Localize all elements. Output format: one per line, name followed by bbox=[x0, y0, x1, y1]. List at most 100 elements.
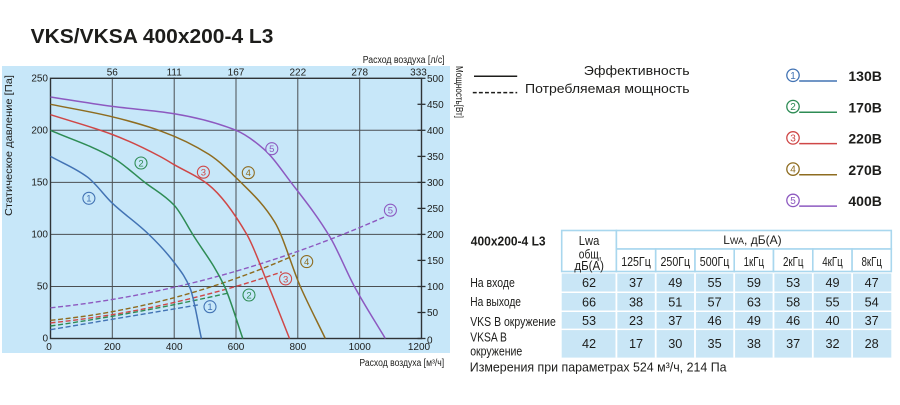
svg-text:38: 38 bbox=[629, 295, 643, 309]
svg-text:55: 55 bbox=[825, 295, 839, 309]
svg-text:500: 500 bbox=[427, 74, 444, 85]
svg-text:2кГц: 2кГц bbox=[783, 255, 804, 269]
svg-text:2: 2 bbox=[246, 290, 251, 301]
svg-text:600: 600 bbox=[228, 342, 245, 353]
svg-text:333: 333 bbox=[410, 68, 427, 79]
svg-text:37: 37 bbox=[865, 314, 879, 328]
svg-text:Мощность[Вт]: Мощность[Вт] bbox=[453, 66, 464, 118]
svg-text:5: 5 bbox=[790, 196, 796, 207]
svg-text:278: 278 bbox=[351, 68, 368, 79]
svg-text:51: 51 bbox=[668, 295, 682, 309]
svg-text:1: 1 bbox=[207, 302, 212, 313]
svg-text:400В: 400В bbox=[848, 193, 881, 209]
svg-text:VKS В окружение: VKS В окружение bbox=[470, 315, 556, 329]
svg-text:На входе: На входе bbox=[470, 276, 515, 290]
svg-text:270В: 270В bbox=[848, 162, 881, 178]
svg-text:55: 55 bbox=[708, 276, 722, 290]
svg-text:58: 58 bbox=[786, 295, 800, 309]
svg-text:1: 1 bbox=[790, 71, 796, 82]
svg-text:50: 50 bbox=[37, 282, 49, 293]
svg-text:37: 37 bbox=[786, 337, 800, 351]
svg-text:32: 32 bbox=[825, 337, 839, 351]
svg-text:Измерения при параметрах 524 м: Измерения при параметрах 524 м³/ч, 214 П… bbox=[470, 360, 727, 374]
svg-text:Эффективность: Эффективность bbox=[584, 63, 690, 78]
svg-text:150: 150 bbox=[31, 177, 48, 188]
svg-text:59: 59 bbox=[747, 276, 761, 290]
svg-text:250: 250 bbox=[31, 73, 48, 84]
svg-text:167: 167 bbox=[228, 68, 245, 79]
svg-text:3: 3 bbox=[790, 133, 796, 144]
svg-text:28: 28 bbox=[865, 337, 879, 351]
svg-text:Lwa: Lwa bbox=[579, 234, 600, 248]
svg-text:23: 23 bbox=[629, 314, 643, 328]
svg-text:42: 42 bbox=[582, 337, 596, 351]
svg-text:4: 4 bbox=[790, 165, 796, 176]
svg-text:Статическое давление [Па]: Статическое давление [Па] bbox=[4, 75, 15, 216]
svg-text:4: 4 bbox=[246, 168, 251, 179]
svg-text:4: 4 bbox=[304, 257, 309, 268]
svg-text:1кГц: 1кГц bbox=[744, 255, 765, 269]
svg-text:2: 2 bbox=[138, 158, 143, 169]
svg-text:0: 0 bbox=[46, 342, 52, 353]
svg-text:53: 53 bbox=[582, 314, 596, 328]
svg-text:3: 3 bbox=[201, 168, 206, 179]
svg-text:0: 0 bbox=[42, 334, 48, 345]
svg-text:800: 800 bbox=[289, 342, 306, 353]
svg-text:57: 57 bbox=[708, 295, 722, 309]
svg-text:63: 63 bbox=[747, 295, 761, 309]
svg-text:100: 100 bbox=[427, 282, 444, 293]
svg-text:350: 350 bbox=[427, 152, 444, 163]
svg-text:56: 56 bbox=[107, 68, 119, 79]
svg-text:170В: 170В bbox=[848, 99, 881, 115]
svg-text:400: 400 bbox=[166, 342, 183, 353]
svg-text:200: 200 bbox=[104, 342, 121, 353]
svg-text:300: 300 bbox=[427, 178, 444, 189]
svg-text:Расход воздуха [л/с]: Расход воздуха [л/с] bbox=[363, 55, 445, 66]
svg-text:окружение: окружение bbox=[470, 345, 522, 359]
svg-text:62: 62 bbox=[582, 276, 596, 290]
svg-text:0: 0 bbox=[427, 336, 433, 347]
svg-text:На выходе: На выходе bbox=[470, 295, 521, 309]
svg-text:66: 66 bbox=[582, 295, 596, 309]
svg-text:5: 5 bbox=[388, 206, 393, 217]
svg-text:49: 49 bbox=[747, 314, 761, 328]
svg-text:220В: 220В bbox=[848, 131, 881, 147]
svg-text:дБ(А): дБ(А) bbox=[574, 259, 604, 273]
svg-text:Расход воздуха [м³/ч]: Расход воздуха [м³/ч] bbox=[359, 358, 444, 369]
svg-text:VKSA В: VKSA В bbox=[470, 331, 507, 345]
svg-text:53: 53 bbox=[786, 276, 800, 290]
svg-text:1: 1 bbox=[86, 194, 91, 205]
svg-text:200: 200 bbox=[427, 230, 444, 241]
svg-text:40: 40 bbox=[825, 314, 839, 328]
svg-text:46: 46 bbox=[708, 314, 722, 328]
svg-text:35: 35 bbox=[708, 337, 722, 351]
svg-text:125Гц: 125Гц bbox=[621, 255, 651, 269]
svg-text:Потребляемая мощность: Потребляемая мощность bbox=[525, 81, 690, 96]
svg-text:общ,: общ, bbox=[579, 248, 602, 262]
svg-text:49: 49 bbox=[668, 276, 682, 290]
svg-text:111: 111 bbox=[167, 68, 183, 79]
svg-text:LWA, дБ(А): LWA, дБ(А) bbox=[723, 233, 781, 247]
svg-text:1200: 1200 bbox=[408, 342, 431, 353]
svg-text:VKS/VKSA 400x200-4 L3: VKS/VKSA 400x200-4 L3 bbox=[31, 25, 274, 48]
svg-text:47: 47 bbox=[865, 276, 879, 290]
svg-text:38: 38 bbox=[747, 337, 761, 351]
svg-text:37: 37 bbox=[629, 276, 643, 290]
svg-text:400: 400 bbox=[427, 126, 444, 137]
svg-text:50: 50 bbox=[427, 308, 439, 319]
svg-text:222: 222 bbox=[289, 68, 306, 79]
svg-text:17: 17 bbox=[629, 337, 643, 351]
svg-text:130В: 130В bbox=[848, 68, 881, 84]
svg-text:4кГц: 4кГц bbox=[822, 255, 843, 269]
svg-text:2: 2 bbox=[790, 102, 796, 113]
svg-text:250: 250 bbox=[427, 204, 444, 215]
svg-text:46: 46 bbox=[786, 314, 800, 328]
svg-text:37: 37 bbox=[668, 314, 682, 328]
svg-text:250Гц: 250Гц bbox=[661, 255, 691, 269]
svg-text:3: 3 bbox=[283, 274, 288, 285]
svg-text:1000: 1000 bbox=[349, 342, 372, 353]
svg-text:54: 54 bbox=[865, 295, 879, 309]
svg-text:500Гц: 500Гц bbox=[700, 255, 730, 269]
svg-text:400x200-4 L3: 400x200-4 L3 bbox=[471, 233, 546, 248]
svg-text:200: 200 bbox=[31, 125, 48, 136]
